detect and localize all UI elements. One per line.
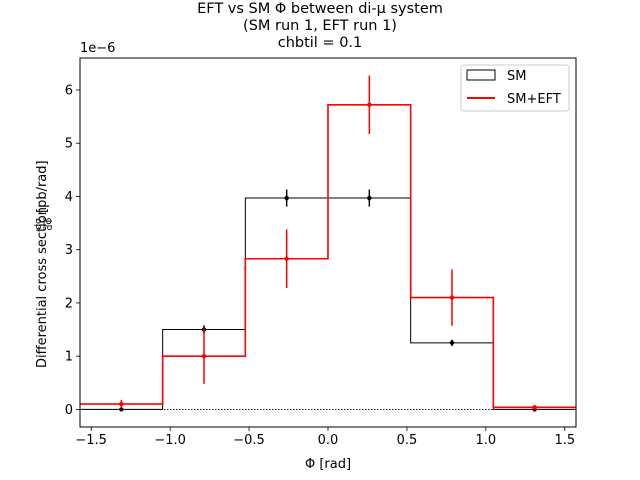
y-axis-label-prefix: Differential cross section xyxy=(35,207,50,368)
data-point-sm-eft-3 xyxy=(367,102,372,108)
y-tick-label-1: 1 xyxy=(65,350,73,365)
x-tick-label-1: −1.0 xyxy=(154,433,186,448)
chart-title-line-2: (SM run 1, EFT run 1) xyxy=(243,18,397,34)
y-tick-label-5: 5 xyxy=(65,137,73,152)
chart-title-line-1: EFT vs SM Φ between di-μ system xyxy=(197,1,443,17)
legend-smeft-label: SM+EFT xyxy=(507,92,561,107)
y-tick-label-2: 2 xyxy=(65,296,73,311)
data-point-sm-2 xyxy=(284,195,289,201)
x-axis-label: Φ [rad] xyxy=(305,457,351,472)
legend-sm-swatch xyxy=(466,69,496,81)
histogram-layer xyxy=(80,104,576,410)
y-tick-label-4: 4 xyxy=(65,190,73,205)
x-tick-label-4: 0.5 xyxy=(397,433,418,448)
legend-frame xyxy=(460,64,570,112)
y-offset-text: 1e−6 xyxy=(80,41,115,56)
data-point-sm-eft-1 xyxy=(201,353,207,359)
chart-title-line-3: chbtil = 0.1 xyxy=(277,35,363,51)
y-axis-label-units: [pb/rad] xyxy=(35,160,50,213)
y-axis-label: Differential cross section dσ dΦ [pb/rad… xyxy=(34,160,55,368)
histogram-step-sm-eft xyxy=(80,104,576,409)
y-tick-label-3: 3 xyxy=(65,243,73,258)
legend-sm-label: SM xyxy=(507,69,526,84)
data-point-sm-4 xyxy=(449,340,455,346)
y-axis-label-frac-den: dΦ xyxy=(45,218,55,231)
data-point-sm-eft-0 xyxy=(119,401,124,407)
tick-layer: −1.5 −1.0 −0.5 0.0 0.5 1.0 1.5 0 1 2 3 4 5 6 xyxy=(65,83,575,448)
x-tick-label-2: −0.5 xyxy=(233,433,265,448)
x-tick-label-6: 1.5 xyxy=(554,433,575,448)
error-bar-layer xyxy=(119,75,537,412)
legend: SM SM+EFT xyxy=(460,64,570,112)
y-axis-label-frac-num: dσ xyxy=(34,218,44,230)
data-point-sm-eft-2 xyxy=(284,256,289,261)
x-tick-label-0: −1.5 xyxy=(75,433,107,448)
data-point-sm-0 xyxy=(119,407,124,412)
data-point-sm-eft-5 xyxy=(532,405,537,410)
y-tick-label-6: 6 xyxy=(65,83,73,98)
x-tick-label-5: 1.0 xyxy=(476,433,497,448)
data-point-sm-eft-4 xyxy=(449,295,455,300)
data-point-sm-3 xyxy=(367,195,372,201)
y-tick-label-0: 0 xyxy=(65,403,73,418)
x-tick-label-3: 0.0 xyxy=(318,433,339,448)
